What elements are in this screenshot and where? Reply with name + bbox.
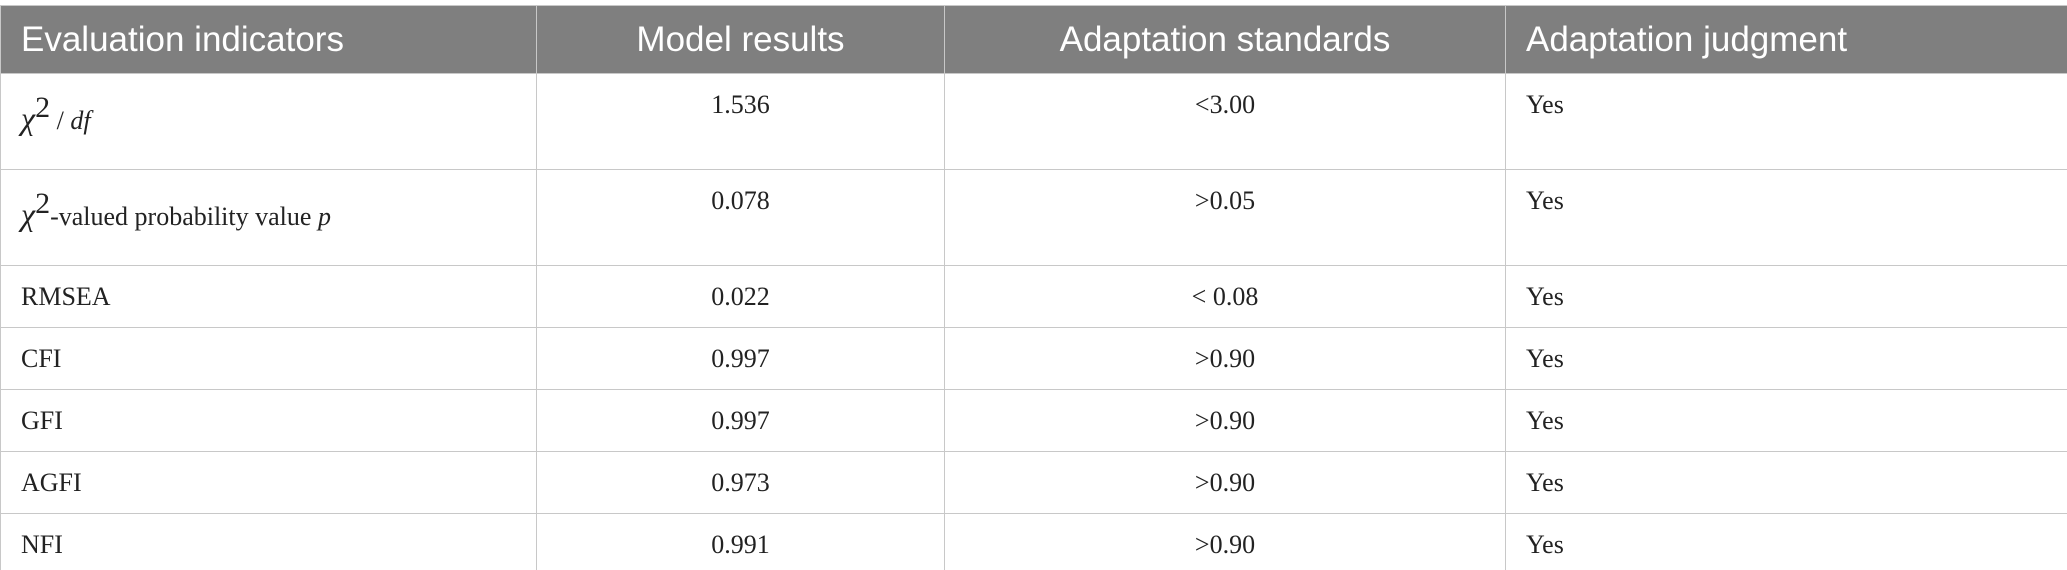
table-cell: >0.90 — [944, 389, 1506, 452]
header-cell: Adaptation standards — [944, 5, 1506, 74]
table-cell: Yes — [1505, 513, 2067, 570]
table-cell: 0.973 — [536, 451, 945, 514]
math-segment: p — [317, 202, 331, 231]
header-cell: Evaluation indicators — [0, 5, 537, 74]
table-cell: CFI — [0, 327, 537, 390]
table-row: CFI 0.997 >0.90 Yes — [0, 327, 2067, 390]
math-segment: df — [70, 106, 91, 135]
table-cell: Yes — [1505, 169, 2067, 266]
table-cell: >0.90 — [944, 327, 1506, 390]
table-cell: Yes — [1505, 451, 2067, 514]
table-cell: 0.991 — [536, 513, 945, 570]
header-cell: Adaptation judgment — [1505, 5, 2067, 74]
header-cell: Model results — [536, 5, 945, 74]
table-cell: >0.05 — [944, 169, 1506, 266]
table-row: RMSEA 0.022 < 0.08 Yes — [0, 265, 2067, 328]
table-row: NFI 0.991 >0.90 Yes — [0, 513, 2067, 570]
table-cell: 0.022 — [536, 265, 945, 328]
table-cell: < 0.08 — [944, 265, 1506, 328]
table-cell: 1.536 — [536, 73, 945, 170]
table-cell: χ2 / df — [0, 73, 537, 170]
math-segment: χ — [21, 100, 36, 136]
table-row: AGFI 0.973 >0.90 Yes — [0, 451, 2067, 514]
table-cell: >0.90 — [944, 513, 1506, 570]
table-cell: RMSEA — [0, 265, 537, 328]
table-cell: >0.90 — [944, 451, 1506, 514]
table-cell: Yes — [1505, 327, 2067, 390]
header-row: Evaluation indicators Model results Adapta… — [0, 5, 2067, 74]
math-segment: / — [50, 106, 71, 135]
math-segment: χ — [21, 196, 36, 232]
table-cell: GFI — [0, 389, 537, 452]
fit-table: Evaluation indicators Model results Adapta… — [0, 5, 2067, 570]
math-segment: -valued probability value — [50, 202, 318, 231]
math-segment: 2 — [35, 91, 51, 124]
table-row: GFI 0.997 >0.90 Yes — [0, 389, 2067, 452]
table-cell: Yes — [1505, 73, 2067, 170]
table-cell: AGFI — [0, 451, 537, 514]
table-cell: χ2-valued probability value p — [0, 169, 537, 266]
table-cell: 0.997 — [536, 327, 945, 390]
math-segment: 2 — [35, 187, 51, 220]
table-cell: 0.078 — [536, 169, 945, 266]
table-cell: Yes — [1505, 265, 2067, 328]
table-cell: 0.997 — [536, 389, 945, 452]
table-cell: <3.00 — [944, 73, 1506, 170]
table-body: χ2 / df 1.536 <3.00 Yes χ2-valued probabilit… — [0, 73, 2067, 570]
table-row: χ2 / df 1.536 <3.00 Yes — [0, 73, 2067, 170]
table-row: χ2-valued probability value p 0.078 >0.05 Y… — [0, 169, 2067, 266]
table-cell: Yes — [1505, 389, 2067, 452]
table-cell: NFI — [0, 513, 537, 570]
